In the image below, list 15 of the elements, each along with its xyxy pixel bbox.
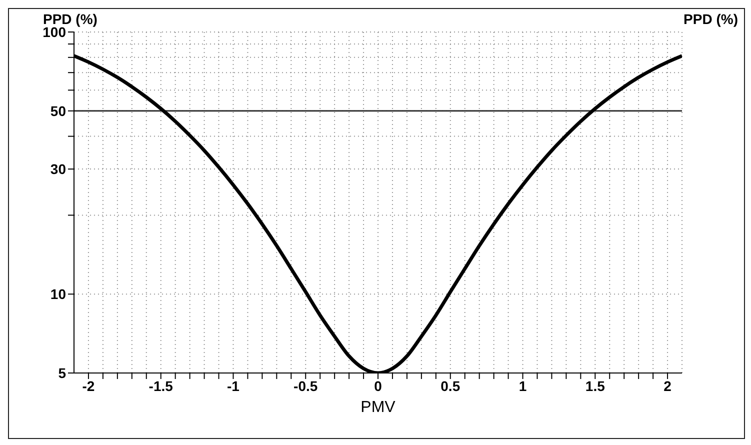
y-tick-label: 10 <box>50 286 66 302</box>
x-tick-label: 2 <box>664 378 672 394</box>
y-tick-label: 50 <box>50 102 66 119</box>
x-tick-label: -0.5 <box>294 378 318 394</box>
x-tick-label: 0.5 <box>440 378 460 394</box>
y-tick-label: 30 <box>50 161 66 178</box>
text: PPD (%) <box>684 11 738 27</box>
x-axis-title: PMV <box>360 399 396 416</box>
x-tick-label: 1 <box>518 378 527 394</box>
x-tick-label: -1 <box>227 378 240 394</box>
x-tick-label: 0 <box>374 378 382 394</box>
x-tick-label: -2 <box>82 378 95 394</box>
x-tick-label: 1.5 <box>585 378 606 394</box>
y-tick-label: 5 <box>58 364 66 381</box>
x-tick-label: -1.5 <box>148 378 174 394</box>
